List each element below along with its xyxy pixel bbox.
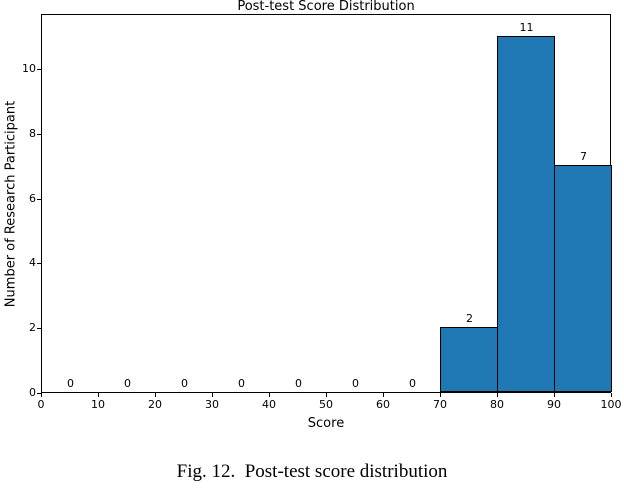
x-tick-label: 30 [205,398,219,411]
y-tick-mark [37,263,41,265]
x-tick-mark [611,393,612,397]
histogram-bar [440,327,498,392]
y-tick-mark [37,328,41,330]
bar-value-label: 0 [124,377,131,390]
x-tick-mark [440,393,441,397]
y-tick-mark [37,393,41,394]
x-tick-label: 20 [148,398,162,411]
y-tick-label: 8 [29,126,36,140]
y-tick-mark [37,133,41,135]
x-tick-mark [98,393,99,397]
bar-value-label: 7 [580,150,587,164]
x-tick-mark [383,393,384,397]
bar-value-label: 11 [519,20,534,34]
bar-value-label: 0 [352,377,359,390]
y-tick-mark [37,69,41,71]
x-tick-label: 10 [91,398,105,411]
x-tick-mark [212,393,213,397]
bar-value-label: 0 [295,377,302,390]
histogram-bar [497,35,555,392]
bar-value-label: 2 [466,312,473,326]
x-tick-label: 50 [319,398,333,411]
plot-area: 0 0 0 0 0 0 0 2 11 7 [41,14,612,393]
chart-histogram: Post-test Score Distribution Number of R… [3,0,622,431]
x-tick-mark [155,393,156,397]
y-tick-label: 2 [29,321,36,335]
bar-value-label: 0 [67,377,74,390]
y-tick-mark [37,198,41,200]
x-tick-mark [269,393,270,397]
x-tick-label: 80 [490,398,504,411]
y-axis-label: Number of Research Participant [3,100,19,308]
bar-value-label: 0 [238,377,245,390]
x-tick-label: 100 [600,398,622,411]
x-tick-label: 60 [376,398,390,411]
x-tick-label: 0 [37,398,45,411]
y-tick-label: 10 [22,62,36,76]
x-tick-label: 70 [433,398,447,411]
x-tick-mark [554,393,555,397]
x-tick-mark [497,393,498,397]
x-tick-mark [41,393,42,397]
figure-caption: Fig. 12. Post-test score distribution [176,461,448,482]
bar-value-label: 0 [181,377,188,390]
y-tick-label: 6 [29,191,36,205]
y-tick-label: 4 [29,256,36,270]
histogram-bar [554,165,612,392]
x-axis-label: Score [307,416,345,431]
chart-title: Post-test Score Distribution [237,0,415,14]
y-tick-label: 0 [29,386,36,399]
x-tick-label: 40 [262,398,276,411]
bar-value-label: 0 [409,377,416,390]
x-tick-mark [326,393,327,397]
x-tick-label: 90 [547,398,561,411]
